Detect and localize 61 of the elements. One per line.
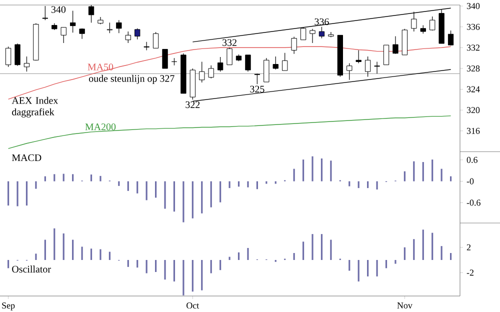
candlestick — [430, 16, 436, 31]
y-tick-label: -0.6 — [466, 200, 480, 206]
candlestick — [162, 48, 168, 69]
annotation: 336 — [314, 18, 329, 26]
annotation: 332 — [222, 39, 236, 46]
candlestick — [217, 56, 224, 72]
candlestick — [42, 6, 48, 20]
candlestick — [88, 4, 94, 23]
candlestick — [125, 31, 131, 44]
candlestick — [14, 43, 20, 66]
y-tick-label: 328 — [466, 65, 480, 72]
candlestick — [70, 10, 76, 33]
y-tick-label: 320 — [466, 107, 480, 114]
series-label: MA200 — [85, 123, 116, 130]
candlestick — [310, 28, 316, 44]
y-tick-label: -0 — [466, 178, 474, 184]
candlestick — [411, 11, 417, 32]
candlestick — [328, 32, 334, 38]
y-tick-label: 340 — [466, 3, 480, 10]
y-tick-label: 2 — [466, 244, 471, 250]
candlestick — [356, 50, 362, 64]
candlestick — [144, 42, 150, 51]
x-tick-label: Oct — [186, 302, 200, 309]
candlestick — [152, 32, 159, 48]
candlestick — [374, 61, 380, 74]
candlestick — [383, 44, 390, 66]
candlestick — [392, 36, 398, 54]
candlestick — [106, 22, 113, 34]
candlestick — [448, 30, 454, 46]
candlestick — [264, 58, 270, 82]
text: Oscillator — [12, 266, 51, 273]
candlestick — [245, 54, 251, 72]
candlestick — [364, 56, 371, 78]
candlestick — [208, 65, 214, 79]
y-tick-label: -2 — [466, 270, 474, 276]
annotation: 325 — [250, 86, 264, 92]
y-tick-label: 316 — [466, 128, 480, 134]
candlestick — [291, 36, 297, 54]
candlestick — [24, 56, 30, 72]
series-label: MA50 — [88, 64, 114, 70]
x-tick-label: Nov — [397, 302, 412, 308]
y-tick-label: 324 — [466, 86, 480, 92]
chart-title: MACD — [12, 154, 42, 162]
candlestick — [199, 61, 205, 83]
candlestick — [272, 56, 278, 70]
candlestick — [318, 26, 325, 39]
y-tick-label: 332 — [466, 44, 480, 51]
x-tick-label: Sep — [2, 302, 15, 310]
y-tick-label: 336 — [466, 24, 480, 30]
candlestick — [226, 47, 232, 66]
annotation: 322 — [186, 101, 200, 108]
y-tick-label: 0.6 — [466, 156, 478, 163]
ref-line-label: oude steunlijn op 327 — [88, 74, 174, 84]
candlestick — [60, 27, 66, 44]
candlestick — [282, 52, 288, 71]
candlestick — [134, 28, 140, 40]
candlestick — [116, 20, 122, 34]
annotation: 340 — [51, 6, 66, 13]
text: AEX Index daggrafiek — [12, 96, 58, 118]
candlestick — [254, 73, 260, 84]
candlestick — [5, 46, 12, 68]
